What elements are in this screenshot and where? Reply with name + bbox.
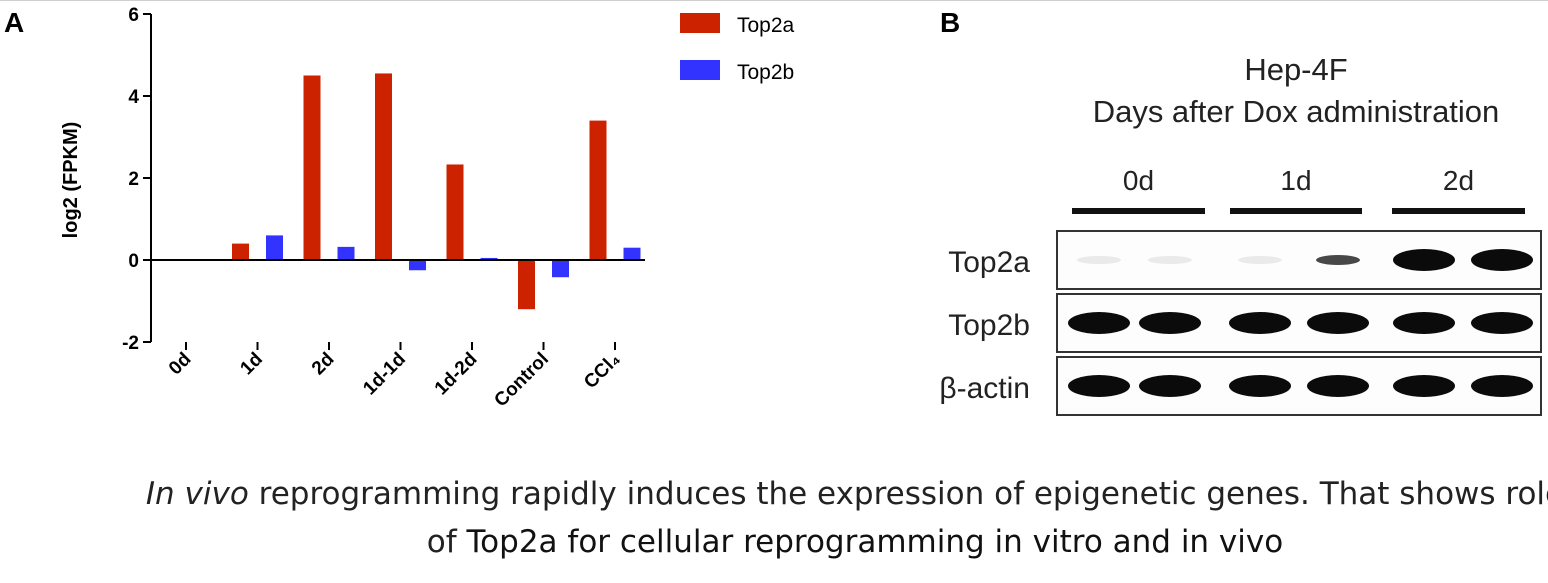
blot-band [1077, 256, 1121, 264]
caption-emphasis: Top2a for cellular reprogramming in vitr… [466, 524, 1284, 560]
x-tick-label: 2d [308, 349, 339, 380]
blot-group-label-1d: 1d [1280, 165, 1311, 196]
bar-top2a-6 [589, 120, 607, 260]
bar-top2b-1 [266, 235, 283, 260]
y-tick-label: -2 [122, 333, 139, 354]
x-tick-label: 1d-2d [431, 349, 482, 400]
blot-title-line2: Days after Dox administration [1093, 94, 1500, 129]
bar-top2b-3 [409, 260, 426, 271]
blot-band [1471, 375, 1533, 397]
blot-band [1229, 375, 1291, 397]
blot-band [1393, 375, 1455, 397]
blot-group-label-0d: 0d [1123, 165, 1154, 196]
blot-band [1139, 375, 1201, 397]
chart-bars [232, 73, 641, 310]
y-tick-label: 4 [128, 87, 139, 108]
bar-top2a-3 [375, 73, 392, 260]
blot-band [1139, 312, 1201, 334]
blot-row-box [1056, 230, 1542, 290]
x-tick-label: Control [490, 349, 553, 412]
bar-top2a-5 [518, 260, 535, 310]
x-tick-label: 0d [165, 349, 196, 380]
blot-group-label-2d: 2d [1443, 165, 1474, 196]
panel-a-label: A [4, 7, 24, 38]
bar-top2a-1 [232, 243, 249, 260]
blot-band [1471, 249, 1533, 271]
x-tick-label: 1d [236, 349, 267, 380]
blot-band [1068, 375, 1130, 397]
y-tick-label: 6 [128, 5, 139, 26]
bar-top2b-2 [337, 246, 355, 260]
blot-band [1229, 312, 1291, 334]
blot-row-label: Top2a [948, 246, 1030, 279]
bar-top2b-6 [623, 247, 641, 260]
bar-top2b-5 [552, 260, 569, 278]
blot-band [1068, 312, 1130, 334]
blot-row-label: Top2b [948, 309, 1030, 342]
x-tick-label: CCl₄ [580, 349, 624, 393]
bar-top2a-2 [303, 75, 321, 260]
blot-band [1471, 312, 1533, 334]
blot-row-label: β-actin [939, 372, 1030, 405]
blot-row-box [1056, 356, 1542, 416]
blot-band [1393, 249, 1455, 271]
blot-rows: Top2a Top2b β-actin [939, 230, 1542, 416]
blot-band [1393, 312, 1455, 334]
western-blot: Hep-4F Days after Dox administration 0d 1… [939, 52, 1542, 416]
y-axis-label: log2 (FPKM) [60, 122, 82, 239]
x-tick-label: 1d-1d [359, 349, 410, 400]
caption-italic: In vivo [145, 476, 249, 512]
blot-band [1238, 256, 1282, 264]
legend-label-top2b: Top2b [737, 61, 794, 84]
blot-band [1307, 375, 1369, 397]
caption-text: reprogramming rapidly induces the expres… [248, 476, 1548, 560]
bar-top2a-4 [446, 164, 464, 260]
y-tick-label: 0 [128, 251, 139, 272]
blot-band [1307, 312, 1369, 334]
chart-legend: Top2a Top2b [680, 13, 795, 84]
y-ticks: -2 0 2 4 6 [122, 5, 151, 354]
blot-band [1148, 256, 1192, 264]
x-ticks: 0d 1d 2d 1d-1d 1d-2d Control CCl₄ [165, 342, 625, 411]
blot-title-line1: Hep-4F [1244, 52, 1347, 87]
blot-day-groups: 0d 1d 2d [1072, 165, 1525, 214]
top-border-line [0, 0, 1548, 1]
blot-band [1316, 255, 1360, 265]
blot-row-box [1056, 293, 1542, 353]
figure-caption: In vivo reprogramming rapidly induces th… [140, 470, 1548, 566]
legend-swatch-top2b [680, 60, 720, 80]
panel-b-label: B [940, 7, 960, 38]
legend-label-top2a: Top2a [737, 14, 795, 37]
bar-top2b-4 [480, 257, 498, 260]
legend-swatch-top2a [680, 13, 720, 33]
y-tick-label: 2 [128, 169, 139, 190]
bar-chart: -2 0 2 4 6 0d 1d 2d 1d-1d 1d-2d Control CCl₄ log2 … [60, 5, 795, 411]
figure: A B -2 0 2 4 6 0d 1d 2d 1d-1d 1d-2d Control CCl₄ l… [4, 5, 1542, 416]
